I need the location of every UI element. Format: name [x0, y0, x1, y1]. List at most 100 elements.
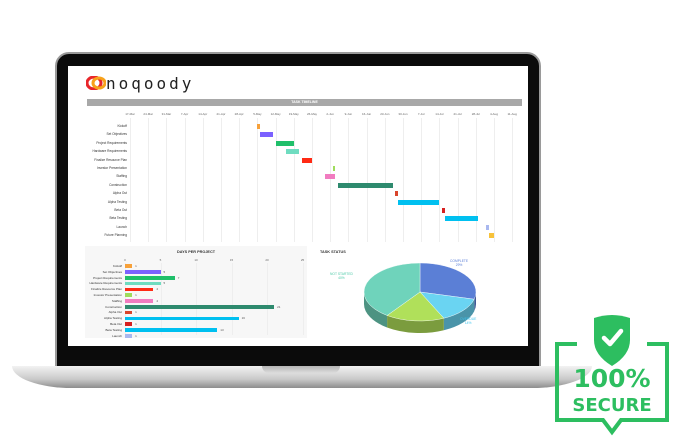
bar-gridline [267, 263, 268, 335]
bar-value-label: 16 [241, 316, 245, 321]
gantt-date-tick: 19-May [288, 112, 299, 116]
gantt-date-tick: 14-Apr [198, 112, 208, 116]
pie-slice-side [474, 292, 476, 312]
gantt-gridline [439, 118, 441, 242]
bar-category-label: Launch [112, 333, 122, 338]
gantt-gridline [312, 118, 313, 242]
gantt-gridline [130, 118, 131, 242]
bar-value-label: 21 [277, 304, 281, 309]
gantt-bar [260, 132, 273, 138]
gantt-date-tick: 17-Mar [125, 112, 135, 116]
bar [125, 333, 133, 338]
gantt-gridline [148, 118, 150, 242]
bar-axis-tick: 25 [300, 258, 305, 262]
gantt-task-label: Hardware Requirements [92, 149, 127, 154]
gantt-date-tick: 7-Jul [417, 112, 425, 116]
bar-value-label: 5 [163, 281, 166, 286]
gantt-date-tick: 31-Mar [161, 112, 172, 116]
bar-category-label: Set Objectives [102, 269, 122, 274]
gantt-task-label: Finalize Resource Plan [94, 157, 127, 162]
gantt-date-tick: 26-May [306, 112, 318, 116]
gantt-bar [397, 199, 440, 205]
gantt-gridline [202, 118, 204, 242]
bar-value-label: 1 [135, 264, 137, 268]
gantt-gridline [421, 118, 423, 242]
gantt-date-tick: 7-Apr [180, 112, 189, 116]
bar [125, 322, 133, 327]
badge-percent: 100% [573, 364, 650, 393]
gantt-gridline [330, 118, 332, 242]
bar-gridline [196, 263, 197, 335]
gantt-task-label: Set Objectives [106, 132, 127, 137]
gantt-task-label: Alpha Testing [107, 199, 127, 204]
pie-label-not-started: NOT STARTED 40% [330, 272, 353, 280]
gantt-gridline [348, 118, 350, 242]
gantt-date-tick: 5-May [253, 112, 262, 116]
gantt-gridline [475, 118, 477, 242]
gantt-date-tick: 30-Jun [398, 112, 408, 116]
bar-category-label: Alpha Testing [104, 316, 122, 321]
gantt-task-label: Construction [109, 182, 127, 187]
gantt-bar [332, 166, 336, 171]
gantt-bar [286, 149, 299, 155]
bar-axis-tick: 5 [159, 258, 162, 262]
bar [125, 328, 218, 332]
bar-value-label: 1 [135, 293, 137, 297]
gantt-date-tick: 28-Apr [234, 112, 244, 116]
gantt-task-label: Project Requirements [96, 140, 127, 145]
gantt-gridline [257, 118, 259, 242]
bar-category-label: Beta Testing [105, 327, 122, 332]
bar [125, 287, 154, 292]
gantt-gridline [512, 118, 514, 242]
bar-category-label: Kickoff [113, 264, 122, 268]
gantt-bar [488, 233, 494, 239]
bar [125, 275, 175, 280]
gantt-gridline [275, 118, 277, 242]
bar-category-label: Construction [105, 304, 122, 309]
bar-value-label: 1 [135, 333, 137, 338]
gantt-gridline [494, 118, 495, 242]
gantt-task-label: Future Planning [104, 233, 127, 238]
gantt-date-tick: 2-Jun [326, 112, 334, 116]
gantt-gridline [457, 118, 459, 242]
bar-gridline [231, 263, 233, 335]
gantt-date-tick: 21-Jul [453, 112, 462, 116]
bar-axis-tick: 10 [194, 258, 198, 262]
bar [125, 310, 133, 315]
bar [125, 316, 239, 321]
bar [125, 281, 161, 286]
gantt-task-label: Kickoff [117, 124, 127, 128]
bar-value-label: 4 [156, 287, 159, 292]
bar [125, 304, 275, 309]
bar-category-label: Investor Presentation [93, 293, 122, 297]
bar-category-label: Staffing [111, 298, 122, 303]
timeline-title: TASK TIMELINE [87, 99, 522, 106]
gantt-date-tick: 4-Aug [489, 112, 499, 116]
bar-category-label: Hardware Requirements [89, 281, 122, 286]
pie-chart [363, 262, 477, 333]
bar [125, 264, 133, 269]
bar-axis-tick: 0 [124, 258, 126, 262]
bar-category-label: Beta Out [110, 322, 122, 326]
gantt-date-tick: 11-Aug [507, 112, 517, 116]
bar-gridline [160, 263, 162, 335]
bar-gridline [125, 263, 126, 335]
bar-axis-tick: 20 [265, 258, 269, 262]
gantt-task-label: Investor Presentation [96, 166, 127, 170]
gantt-task-label: Alpha Out [112, 191, 127, 196]
gantt-gridline [239, 118, 241, 242]
dashboard-screen: noqoody TASK TIMELINE 17-Mar 24-Mar 31-Mar… [68, 66, 528, 346]
gantt-bar [338, 182, 393, 188]
gantt-gridline [184, 118, 186, 242]
bar [125, 293, 133, 298]
gantt-date-tick: 24-Mar [143, 112, 153, 116]
bar-chart-title: DAYS PER PROJECT [176, 250, 216, 254]
badge-frame [555, 342, 669, 436]
gantt-gridline [293, 118, 295, 242]
laptop-notch [262, 366, 340, 373]
gantt-bar [442, 208, 445, 213]
gantt-task-label: Staffing [116, 174, 127, 179]
bar-value-label: 1 [135, 310, 137, 315]
gantt-date-tick: 12-May [270, 112, 281, 116]
gantt-bar [275, 140, 294, 146]
